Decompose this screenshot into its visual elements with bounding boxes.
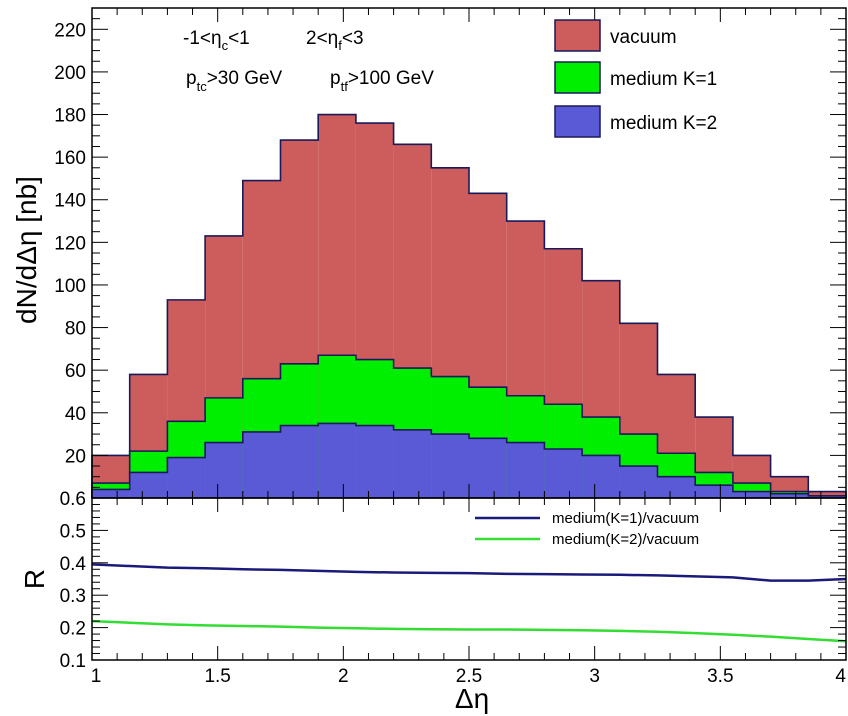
bar-medium-k-2-19: [808, 495, 846, 498]
xtick-label-0: 1: [91, 666, 102, 687]
bottom-ytick-label-2: 0.3: [60, 586, 86, 607]
legend-swatch-vacuum: [554, 19, 601, 52]
bar-medium-k-2-1: [129, 472, 168, 498]
bottom-legend: medium(K=1)/vacuum medium(K=2)/vacuum: [475, 510, 699, 548]
legend-label-medium-k2: medium K=2: [610, 113, 717, 134]
bar-medium-k-2-9: [431, 434, 469, 498]
bottom-ytick-label-3: 0.4: [60, 554, 87, 575]
top-ytick-label-220: 220: [54, 20, 86, 41]
legend-label-k1-ratio: medium(K=1)/vacuum: [552, 510, 699, 527]
bar-medium-k-2-15: [657, 476, 696, 498]
annotation-ptc: ptc>30 GeV: [186, 68, 283, 94]
ratio-line-k2: [91, 619, 847, 643]
bar-medium-k-2-10: [469, 438, 507, 498]
top-ytick-label-80: 80: [65, 319, 86, 340]
outline-medium-k-1: [91, 354, 847, 498]
bar-medium-k-2-11: [506, 442, 545, 498]
top-ytick-label-40: 40: [65, 404, 86, 425]
annotation-ptf: ptf>100 GeV: [330, 68, 434, 94]
legend-label-vacuum: vacuum: [610, 27, 677, 48]
top-legend: vacuum medium K=1 medium K=2: [554, 19, 717, 138]
legend-label-k2-ratio: medium(K=2)/vacuum: [552, 531, 699, 548]
bottom-y-axis-title: R: [19, 569, 50, 589]
bar-medium-k-2-18: [770, 493, 809, 498]
annotation-eta-f: 2<ηf<3: [306, 28, 364, 53]
bottom-y-axis: 0.1 0.2 0.3 0.4 0.5 0.6: [60, 489, 846, 672]
top-ytick-label-140: 140: [54, 191, 86, 212]
top-panel-histograms: [91, 113, 847, 499]
top-ytick-label-100: 100: [54, 276, 86, 297]
outline-vacuum: [91, 113, 847, 498]
xtick-label-5: 3.5: [707, 666, 733, 687]
bar-medium-k-2-13: [582, 455, 620, 498]
xtick-label-1: 1.5: [204, 666, 230, 687]
top-ytick-label-60: 60: [65, 361, 86, 382]
ratio-line-k1: [91, 563, 847, 582]
bottom-ytick-label-1: 0.2: [60, 619, 86, 640]
bar-medium-k-2-0: [92, 489, 130, 498]
top-ytick-label-200: 200: [54, 63, 86, 84]
top-y-axis-title: dN/dΔη [nb]: [11, 176, 42, 324]
top-ytick-label-120: 120: [54, 233, 86, 254]
xtick-label-3: 2.5: [456, 666, 482, 687]
bottom-panel-ratio-lines: [91, 563, 847, 643]
bar-medium-k-2-16: [695, 485, 733, 498]
legend-label-medium-k1: medium K=1: [610, 69, 717, 90]
top-ytick-label-160: 160: [54, 148, 86, 169]
bar-medium-k-2-5: [280, 425, 319, 498]
bar-medium-k-2-17: [732, 491, 771, 498]
top-y-axis: 20 40 60 80 100 120 140 160 180 200 220: [54, 8, 847, 498]
xtick-label-6: 4: [835, 666, 846, 687]
bar-medium-k-2-6: [318, 423, 356, 498]
bar-medium-k-2-12: [544, 449, 583, 498]
bottom-ytick-label-5: 0.6: [60, 489, 86, 510]
bottom-ytick-label-4: 0.5: [60, 521, 86, 542]
xtick-label-2: 2: [338, 666, 349, 687]
xtick-label-4: 3: [589, 666, 600, 687]
bottom-ytick-label-0: 0.1: [60, 651, 86, 672]
bar-medium-k-2-4: [242, 431, 281, 498]
bar-medium-k-2-7: [355, 425, 394, 498]
bar-medium-k-2-8: [393, 429, 432, 498]
bar-medium-k-2-2: [167, 457, 206, 498]
top-ytick-label-20: 20: [65, 446, 86, 467]
x-axis: 1 1.5 2 2.5 3 3.5 4: [91, 498, 847, 687]
bar-medium-k-2-14: [619, 466, 658, 498]
bar-medium-k-2-3: [205, 442, 243, 498]
outline-medium-k-2: [91, 422, 847, 498]
annotation-eta-c: -1<ηc<1: [183, 28, 250, 53]
legend-swatch-medium-k2: [554, 105, 601, 138]
x-axis-title: Δη: [455, 683, 489, 714]
bar-vacuum-19: [808, 491, 846, 498]
top-ytick-label-180: 180: [54, 106, 86, 127]
legend-swatch-medium-k1: [554, 61, 601, 94]
